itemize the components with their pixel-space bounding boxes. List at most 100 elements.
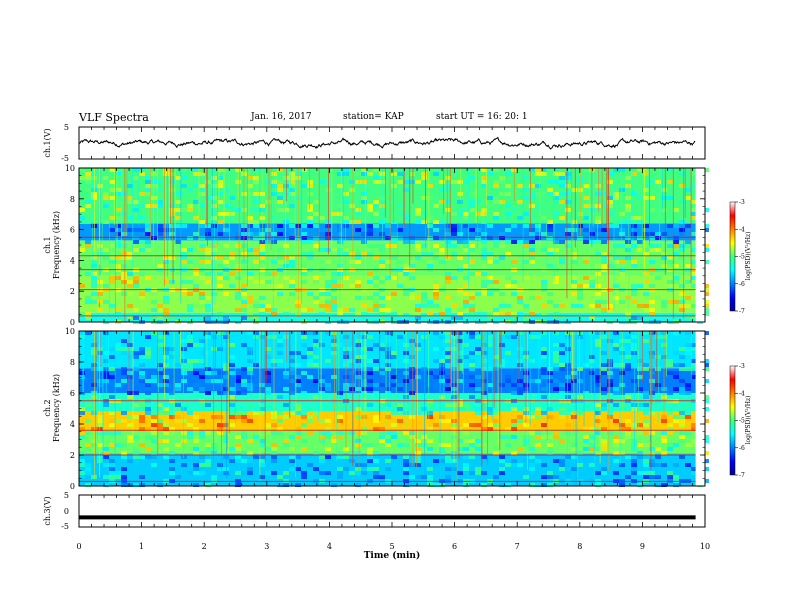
spectrogram-cell	[559, 192, 565, 196]
spectrogram-cell	[601, 228, 607, 232]
spectrogram-cell	[499, 331, 505, 335]
spectrogram-cell	[529, 359, 535, 363]
spectrogram-cell	[469, 359, 475, 363]
spectrogram-cell	[115, 244, 121, 248]
spectrogram-cell	[703, 359, 709, 363]
spectrogram-cell	[193, 383, 199, 387]
spectrogram-cell	[157, 204, 163, 208]
spectrogram-cell	[511, 423, 517, 427]
spectrogram-cell	[301, 240, 307, 244]
spectrogram-cell	[493, 312, 499, 316]
spectrogram-cell	[565, 232, 571, 236]
spectrogram-cell	[625, 308, 631, 312]
spectrogram-cell	[127, 395, 133, 399]
spectrogram-cell	[631, 463, 637, 467]
spectrogram-cell	[457, 212, 463, 216]
spectrogram-cell	[667, 363, 673, 367]
spectrogram-cell	[217, 220, 223, 224]
spectrogram-cell	[601, 252, 607, 256]
spectrogram-cell	[277, 284, 283, 288]
spectrogram-cell	[97, 383, 103, 387]
spectrogram-cell	[109, 256, 115, 260]
spectrogram-cell	[151, 172, 157, 176]
spectrogram-cell	[307, 463, 313, 467]
spectrogram-cell	[493, 216, 499, 220]
spectrogram-cell	[361, 168, 367, 172]
spectrogram-cell	[565, 244, 571, 248]
spectrogram-cell	[175, 363, 181, 367]
spectrogram-cell	[487, 427, 493, 431]
spectrogram-cell	[499, 455, 505, 459]
spectrogram-cell	[667, 359, 673, 363]
spectrogram-cell	[541, 367, 547, 371]
spectrogram-cell	[121, 455, 127, 459]
spectrogram-cell	[367, 347, 373, 351]
spectrogram-cell	[115, 276, 121, 280]
spectrogram-cell	[499, 236, 505, 240]
spectrogram-cell	[469, 228, 475, 232]
spectrogram-cell	[127, 391, 133, 395]
spectrogram-cell	[343, 224, 349, 228]
spectrogram-cell	[457, 216, 463, 220]
spectrogram-cell	[199, 351, 205, 355]
spectrogram-cell	[427, 260, 433, 264]
spectrogram-cell	[307, 240, 313, 244]
spectrogram-cell	[445, 184, 451, 188]
spectrogram-cell	[517, 447, 523, 451]
spectrogram-cell	[373, 415, 379, 419]
spectrogram-cell	[253, 200, 259, 204]
spectrogram-cell	[259, 335, 265, 339]
spectrogram-cell	[391, 220, 397, 224]
spectrogram-cell	[91, 196, 97, 200]
spectrogram-cell	[541, 375, 547, 379]
spectrogram-cell	[583, 168, 589, 172]
spectrogram-cell	[445, 176, 451, 180]
spectrogram-cell	[475, 447, 481, 451]
spectrogram-cell	[601, 467, 607, 471]
spectrogram-cell	[241, 415, 247, 419]
spectrogram-cell	[361, 312, 367, 316]
spectrogram-cell	[523, 224, 529, 228]
spectrogram-cell	[571, 292, 577, 296]
spectrogram-cell	[271, 260, 277, 264]
spectrogram-cell	[595, 343, 601, 347]
spectrogram-cell	[523, 244, 529, 248]
spectrogram-cell	[103, 463, 109, 467]
spectrogram-cell	[643, 232, 649, 236]
spectrogram-cell	[685, 431, 691, 435]
spectrogram-cell	[355, 407, 361, 411]
spectrogram-cell	[313, 411, 319, 415]
spectrogram-cell	[643, 419, 649, 423]
spectrogram-cell	[703, 284, 709, 288]
spectrogram-cell	[679, 347, 685, 351]
spectrogram-cell	[469, 331, 475, 335]
spectrogram-cell	[169, 172, 175, 176]
spectrogram-cell	[289, 256, 295, 260]
spectrogram-cell	[625, 184, 631, 188]
spectrogram-cell	[187, 359, 193, 363]
spectrogram-cell	[205, 296, 211, 300]
spectrogram-cell	[475, 335, 481, 339]
spectrogram-cell	[535, 431, 541, 435]
spectrogram-cell	[145, 204, 151, 208]
spectrogram-cell	[379, 308, 385, 312]
spectrogram-cell	[487, 407, 493, 411]
spectrogram-cell	[703, 459, 709, 463]
spectrogram-cell	[655, 180, 661, 184]
spectrogram-cell	[511, 335, 517, 339]
spectrogram-cell	[121, 276, 127, 280]
spectrogram-cell	[439, 459, 445, 463]
spectrogram-cell	[511, 427, 517, 431]
spectrogram-cell	[205, 272, 211, 276]
spectrogram-cell	[241, 431, 247, 435]
ch3-waveform-ylabel: ch.3(V)	[43, 496, 52, 525]
spectrogram-cell	[649, 208, 655, 212]
spectrogram-cell	[193, 172, 199, 176]
spectrogram-cell	[289, 264, 295, 268]
spectrogram-cell	[691, 363, 697, 367]
spectrogram-cell	[265, 355, 271, 359]
spectrogram-cell	[91, 284, 97, 288]
spectrogram-cell	[517, 244, 523, 248]
spectrogram-cell	[475, 407, 481, 411]
spectrogram-cell	[109, 463, 115, 467]
